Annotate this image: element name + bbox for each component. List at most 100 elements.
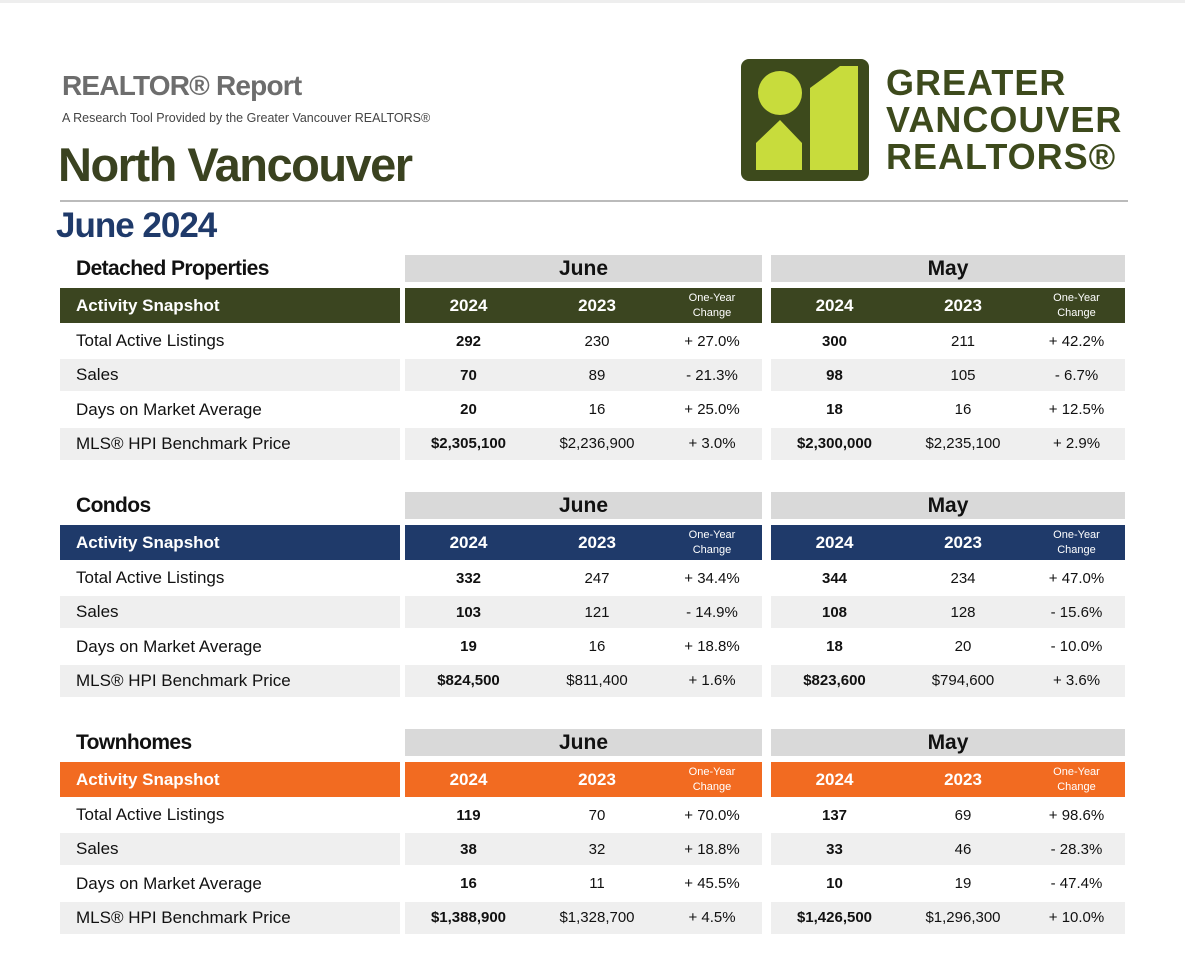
- cell: 103: [405, 596, 532, 629]
- row-label: Days on Market Average: [60, 867, 400, 900]
- cell: 38: [405, 833, 532, 866]
- cell: 18: [771, 393, 898, 426]
- column-header: One-Year Change: [1053, 765, 1100, 793]
- column-header: One-Year Change: [1053, 291, 1100, 319]
- cell: 121: [532, 596, 662, 629]
- row-label: Days on Market Average: [60, 393, 400, 426]
- cell: 98: [771, 359, 898, 392]
- column-header: One-Year Change: [1053, 528, 1100, 556]
- logo-line: GREATER: [886, 62, 1067, 103]
- header-band: [771, 762, 1125, 797]
- cell: $1,328,700: [532, 901, 662, 934]
- row-label: Total Active Listings: [60, 325, 400, 357]
- cell: + 34.4%: [662, 562, 762, 594]
- section-name: Townhomes: [76, 731, 192, 754]
- cell: 18: [771, 630, 898, 663]
- cell: + 45.5%: [662, 867, 762, 900]
- snapshot-label: Activity Snapshot: [60, 762, 400, 797]
- header-band: [771, 525, 1125, 560]
- cell: 33: [771, 833, 898, 866]
- cell: - 15.6%: [1028, 596, 1125, 629]
- cell: $2,300,000: [771, 427, 898, 460]
- cell: + 4.5%: [662, 901, 762, 934]
- cell: 105: [898, 359, 1028, 392]
- top-edge: [0, 0, 1185, 3]
- cell: - 47.4%: [1028, 867, 1125, 900]
- row-label: MLS® HPI Benchmark Price: [60, 901, 400, 934]
- column-header: 2023: [944, 532, 982, 552]
- cell: $2,235,100: [898, 427, 1028, 460]
- cell: $2,236,900: [532, 427, 662, 460]
- cell: + 3.6%: [1028, 664, 1125, 697]
- cell: 234: [898, 562, 1028, 594]
- column-header: 2024: [815, 769, 854, 789]
- cell: $2,305,100: [405, 427, 532, 460]
- row-label: Days on Market Average: [60, 630, 400, 663]
- cell: - 6.7%: [1028, 359, 1125, 392]
- row-label: Sales: [60, 596, 400, 629]
- cell: + 18.8%: [662, 630, 762, 663]
- header-band: [405, 762, 762, 797]
- cell: 89: [532, 359, 662, 392]
- cell: + 47.0%: [1028, 562, 1125, 594]
- cell: 344: [771, 562, 898, 594]
- column-header: 2024: [815, 295, 854, 315]
- cell: + 42.2%: [1028, 325, 1125, 357]
- cell: + 25.0%: [662, 393, 762, 426]
- cell: 16: [405, 867, 532, 900]
- period-header: June: [405, 729, 762, 756]
- cell: + 2.9%: [1028, 427, 1125, 460]
- row-label: Total Active Listings: [60, 799, 400, 831]
- logo-line: VANCOUVER: [886, 99, 1123, 140]
- cell: 46: [898, 833, 1028, 866]
- cell: - 14.9%: [662, 596, 762, 629]
- column-header: One-Year Change: [688, 528, 736, 556]
- cell: + 1.6%: [662, 664, 762, 697]
- divider: [60, 200, 1128, 202]
- cell: $794,600: [898, 664, 1028, 697]
- cell: + 70.0%: [662, 799, 762, 831]
- logo-text: GREATER VANCOUVER REALTORS®: [886, 64, 1122, 175]
- row-label: Sales: [60, 833, 400, 866]
- cell: 16: [532, 630, 662, 663]
- report-title: REALTOR® Report: [62, 70, 302, 101]
- cell: 16: [532, 393, 662, 426]
- period-header: May: [771, 255, 1125, 282]
- cell: + 27.0%: [662, 325, 762, 357]
- cell: 20: [405, 393, 532, 426]
- cell: 11: [532, 867, 662, 900]
- row-label: Total Active Listings: [60, 562, 400, 594]
- column-header: 2023: [578, 532, 616, 552]
- period: June 2024: [56, 206, 217, 245]
- column-header: 2023: [578, 769, 616, 789]
- row-label: MLS® HPI Benchmark Price: [60, 427, 400, 460]
- period-header: May: [771, 729, 1125, 756]
- column-header: 2023: [578, 295, 616, 315]
- cell: 69: [898, 799, 1028, 831]
- row-label: Sales: [60, 359, 400, 392]
- column-header: 2024: [815, 532, 854, 552]
- header-band: [405, 288, 762, 323]
- cell: 19: [405, 630, 532, 663]
- cell: 10: [771, 867, 898, 900]
- cell: - 28.3%: [1028, 833, 1125, 866]
- cell: 137: [771, 799, 898, 831]
- cell: 70: [405, 359, 532, 392]
- cell: - 21.3%: [662, 359, 762, 392]
- snapshot-label: Activity Snapshot: [60, 288, 400, 323]
- cell: 128: [898, 596, 1028, 629]
- column-header: 2023: [944, 769, 982, 789]
- cell: 230: [532, 325, 662, 357]
- cell: 332: [405, 562, 532, 594]
- snapshot-label: Activity Snapshot: [60, 525, 400, 560]
- period-header: May: [771, 492, 1125, 519]
- column-header: 2023: [944, 295, 982, 315]
- cell: 19: [898, 867, 1028, 900]
- cell: 247: [532, 562, 662, 594]
- cell: 211: [898, 325, 1028, 357]
- column-header: 2024: [449, 769, 488, 789]
- cell: 300: [771, 325, 898, 357]
- cell: + 98.6%: [1028, 799, 1125, 831]
- row-label: MLS® HPI Benchmark Price: [60, 664, 400, 697]
- cell: 70: [532, 799, 662, 831]
